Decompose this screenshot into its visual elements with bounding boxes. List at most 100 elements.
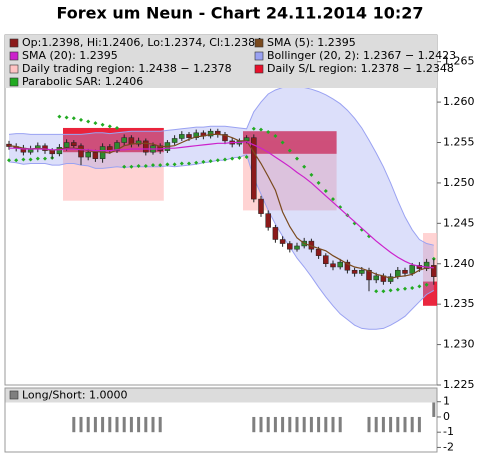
candle-body [6, 143, 12, 147]
bollinger-lower [8, 153, 435, 330]
bar [108, 416, 112, 433]
candle-body [402, 269, 408, 274]
sar-dot [424, 282, 429, 287]
sar-dot [201, 159, 206, 164]
candle-body [258, 198, 264, 214]
candle-body [344, 261, 351, 271]
sar-dot [158, 163, 163, 168]
sar-dot [143, 163, 148, 168]
bar [410, 416, 414, 433]
bar [317, 416, 321, 433]
sar-dot [21, 157, 26, 162]
bar [158, 416, 162, 433]
candle-body [272, 227, 279, 240]
chart-title: Forex um Neun - Chart 24.11.2014 10:27 [56, 4, 423, 23]
y-tick-label: 1.225 [443, 378, 475, 391]
bar [93, 416, 97, 433]
bar [101, 416, 105, 433]
candle-body [143, 140, 149, 153]
sar-dot [208, 159, 213, 164]
sar-dot [287, 148, 292, 153]
bar [281, 416, 285, 433]
sar-dot [244, 155, 249, 160]
y-tick-label: 1.260 [443, 95, 475, 108]
sar-dot [323, 189, 328, 194]
candle-body [114, 142, 120, 151]
candle-body [366, 269, 372, 281]
candle-body [337, 261, 343, 268]
candle-body [315, 248, 322, 256]
legend-swatch [9, 38, 19, 48]
lower-plot: Long/Short: 1.0000 [5, 388, 437, 433]
bar [367, 416, 371, 433]
bar [374, 416, 378, 433]
bar [144, 416, 148, 433]
candle-body [128, 137, 135, 145]
sl-region [243, 131, 337, 154]
y-tick-label: 1.250 [443, 176, 475, 189]
legend-label: Bollinger (20, 2): 1.2367 − 1.2423 [267, 49, 456, 62]
legend-swatch [9, 64, 19, 74]
sar-dot [14, 158, 19, 163]
bar [396, 416, 400, 433]
legend-label: Daily trading region: 1.2438 − 1.2378 [22, 62, 232, 75]
sar-dot [43, 156, 47, 161]
legend-swatch [9, 77, 19, 87]
sar-dot [129, 164, 134, 169]
candle-body [171, 138, 178, 143]
candle-body [56, 147, 63, 155]
sar-dot [28, 157, 33, 162]
sar-dot [259, 127, 263, 132]
y-tick-label: 1.255 [443, 136, 475, 149]
bar [417, 416, 421, 433]
bar [432, 401, 436, 417]
y-tick-label: -1 [443, 425, 454, 438]
legend: Op:1.2398, Hi:1.2406, Lo:1.2374, Cl:1.23… [5, 35, 456, 88]
y-tick-label: -2 [443, 440, 454, 453]
sar-dot [223, 157, 227, 162]
sar-dot [331, 197, 335, 202]
sar-dot [57, 114, 62, 119]
bar [302, 416, 306, 433]
bar [259, 416, 263, 433]
sar-dot [230, 156, 235, 161]
sar-dot [295, 156, 299, 161]
candle-body [63, 142, 70, 148]
y-tick-label: 1 [443, 395, 450, 408]
sl-region [423, 281, 437, 306]
candle-body [193, 132, 199, 138]
bar [338, 416, 342, 433]
bar [331, 416, 335, 433]
sar-dot [7, 158, 11, 163]
bar [295, 416, 299, 433]
bar [389, 416, 393, 433]
sma-line [8, 133, 434, 279]
legend-swatch [254, 64, 264, 74]
bar [403, 416, 407, 433]
main-plot [6, 86, 437, 330]
candle-body [265, 213, 271, 228]
y-tick-label: 1.240 [443, 257, 475, 270]
sar-dot [251, 126, 256, 131]
sar-dot [79, 117, 83, 122]
bar [137, 416, 141, 433]
sar-dot [316, 180, 321, 185]
candle-body [294, 245, 300, 250]
sar-dot [410, 286, 415, 291]
sar-dot [179, 161, 184, 166]
candle-body [423, 261, 430, 269]
sar-dot [187, 161, 191, 166]
sar-dot [165, 162, 170, 167]
y-tick-label: 1.245 [443, 216, 475, 229]
candle-body [395, 269, 401, 277]
sar-dot [403, 286, 407, 291]
sar-dot [86, 119, 91, 124]
candle-body [359, 269, 365, 274]
sar-dot [395, 287, 400, 292]
bar [72, 416, 76, 433]
bar [129, 416, 133, 433]
sar-dot [35, 156, 40, 161]
candle-body [222, 134, 228, 142]
bar [151, 416, 155, 433]
